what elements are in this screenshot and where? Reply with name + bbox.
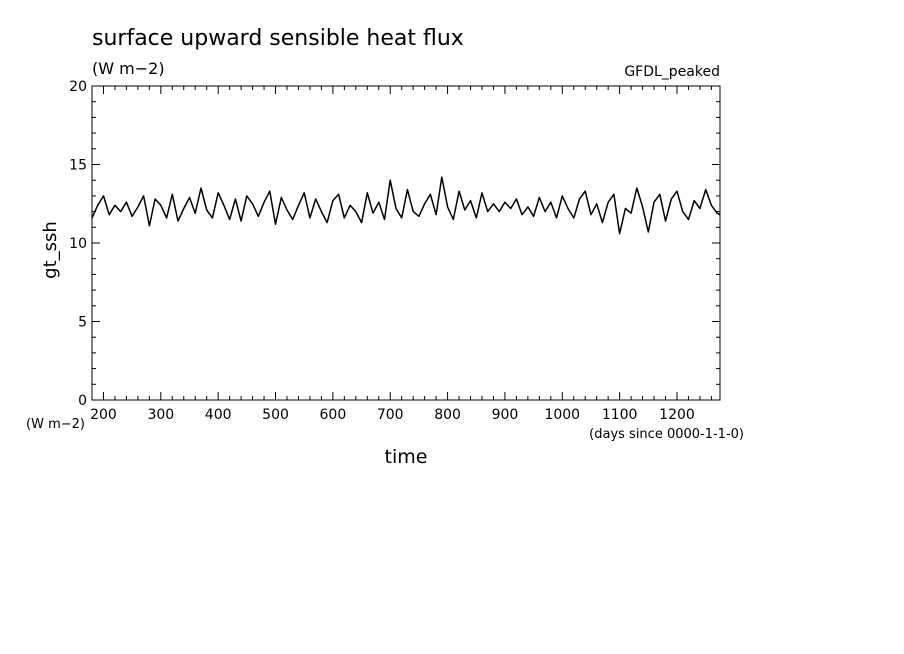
x-tick-label: 1200 <box>659 407 695 423</box>
y-tick-label: 5 <box>78 315 87 331</box>
plot-frame <box>91 85 721 401</box>
y-axis-ticks: 0 5 10 15 20 <box>69 79 720 409</box>
y-tick-label: 10 <box>69 236 87 252</box>
x-tick-label: 300 <box>147 407 174 423</box>
units-label: (W m−2) <box>92 59 165 78</box>
x-tick-label: 200 <box>90 407 117 423</box>
x-tick-label: 1100 <box>602 407 638 423</box>
x-tick-label: 700 <box>377 407 404 423</box>
series-line <box>91 176 721 235</box>
y-tick-label: 0 <box>78 393 87 409</box>
chart-title: surface upward sensible heat flux <box>92 26 464 51</box>
y-tick-label: 20 <box>69 79 87 95</box>
x-tick-label: 500 <box>262 407 289 423</box>
x-tick-label: 900 <box>492 407 519 423</box>
y-tick-label: 15 <box>69 158 87 174</box>
x-axis-label: time <box>385 446 428 468</box>
series-group <box>91 176 721 235</box>
x-tick-label: 600 <box>320 407 347 423</box>
model-label: GFDL_peaked <box>624 64 720 80</box>
y-axis-label: gt_ssh <box>40 221 61 279</box>
x-axis-ticks: 200 300 400 500 600 700 800 900 1000 1100 1200 <box>90 86 712 423</box>
y-unit-label: (W m−2) <box>26 417 85 432</box>
x-tick-label: 400 <box>205 407 232 423</box>
x-tick-label: 800 <box>434 407 461 423</box>
x-tick-label: 1000 <box>544 407 580 423</box>
x-unit-label: (days since 0000-1-1-0) <box>589 427 744 442</box>
